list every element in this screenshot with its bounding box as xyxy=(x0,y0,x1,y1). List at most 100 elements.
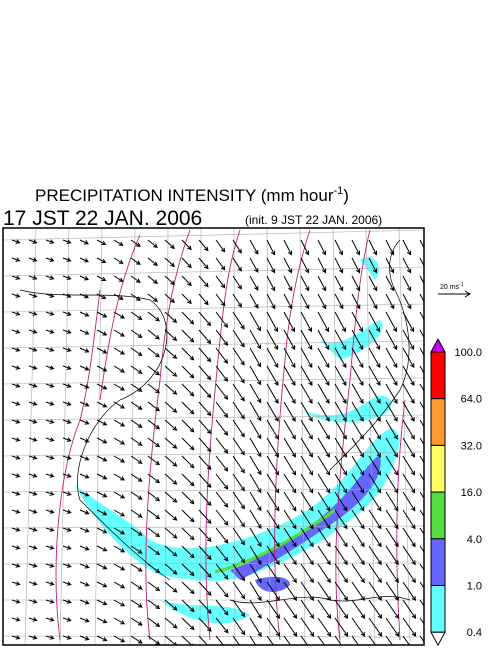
wind-arrow xyxy=(300,491,314,512)
wind-arrow xyxy=(147,365,160,376)
wind-arrow xyxy=(28,581,38,586)
wind-arrow xyxy=(11,455,21,460)
wind-arrow xyxy=(62,599,72,604)
wind-arrow xyxy=(215,563,229,580)
wind-arrow xyxy=(198,293,209,306)
wind-arrow xyxy=(300,347,313,369)
map-content xyxy=(3,228,424,645)
wind-arrow xyxy=(334,527,348,548)
wind-arrow xyxy=(96,419,108,426)
wind-arrow xyxy=(181,311,195,325)
wind-arrow xyxy=(402,437,415,458)
wind-arrow xyxy=(266,563,280,584)
wind-arrow xyxy=(130,455,143,464)
scale-arrowhead xyxy=(464,290,471,298)
init-time: (init. 9 JST 22 JAN. 2006) xyxy=(245,213,382,227)
wind-arrow xyxy=(164,545,178,557)
colorbar-label: 16.0 xyxy=(461,487,482,499)
wind-arrow xyxy=(266,383,279,404)
wind-arrow xyxy=(96,437,108,444)
wind-arrow xyxy=(215,437,229,454)
wind-arrow xyxy=(300,401,313,422)
wind-arrow xyxy=(300,599,315,619)
wind-arrow xyxy=(385,437,398,458)
wind-arrow xyxy=(11,563,21,568)
wind-arrow xyxy=(249,365,262,386)
wind-arrow xyxy=(249,581,262,602)
wind-arrow xyxy=(419,581,424,589)
wind-arrow xyxy=(317,599,332,619)
wind-arrow xyxy=(130,329,143,338)
wind-arrow xyxy=(113,329,125,337)
wind-arrow xyxy=(215,455,229,472)
wind-arrow xyxy=(113,581,126,589)
wind-arrow xyxy=(113,617,126,625)
wind-arrow xyxy=(249,455,262,476)
wind-arrow xyxy=(249,401,262,422)
grid-line xyxy=(3,303,424,313)
wind-arrow xyxy=(402,383,415,404)
wind-arrow xyxy=(232,527,246,546)
wind-arrow xyxy=(11,347,21,352)
wind-arrow xyxy=(147,545,161,556)
wind-arrow xyxy=(164,635,177,645)
wind-arrow xyxy=(113,365,126,373)
wind-arrow xyxy=(351,563,365,584)
wind-arrow xyxy=(164,401,178,413)
wind-arrow xyxy=(147,347,160,358)
wind-arrow xyxy=(385,581,399,602)
wind-arrow xyxy=(402,311,415,333)
wind-arrow xyxy=(334,365,347,387)
wind-arrow xyxy=(164,509,178,521)
wind-arrow xyxy=(28,563,38,568)
wind-arrow xyxy=(232,257,242,272)
wind-arrow xyxy=(130,617,143,626)
wind-arrow xyxy=(11,473,21,478)
wind-arrow xyxy=(334,401,347,422)
wind-arrow xyxy=(351,365,364,387)
wind-arrow xyxy=(266,311,279,333)
wind-arrow xyxy=(130,401,143,410)
wind-arrow xyxy=(181,545,195,559)
wind-arrow xyxy=(300,419,313,440)
wind-arrow xyxy=(317,455,331,476)
wind-arrow xyxy=(28,365,38,370)
wind-arrow xyxy=(266,581,280,602)
wind-arrow xyxy=(147,329,160,340)
wind-arrow xyxy=(402,491,416,512)
wind-arrow xyxy=(62,437,72,442)
wind-arrow xyxy=(96,617,108,624)
wind-arrow xyxy=(147,635,161,645)
wind-arrow xyxy=(419,635,424,643)
wind-arrow xyxy=(351,329,364,351)
wind-arrow xyxy=(113,563,126,571)
wind-arrow xyxy=(232,491,245,510)
wind-arrow xyxy=(249,275,259,291)
wind-arrow xyxy=(402,293,412,310)
wind-arrow xyxy=(215,491,229,508)
wind-arrow xyxy=(334,581,348,602)
wind-arrow xyxy=(249,635,257,645)
wind-arrow xyxy=(96,635,108,642)
wind-arrow xyxy=(402,329,415,351)
wind-arrow xyxy=(147,401,160,412)
wind-arrow xyxy=(164,473,178,485)
wind-arrow xyxy=(334,635,343,645)
wind-arrow xyxy=(232,581,246,600)
wind-arrow xyxy=(62,347,72,352)
wind-arrow xyxy=(130,311,143,321)
wind-arrow xyxy=(11,365,21,370)
wind-arrow xyxy=(198,347,212,363)
wind-arrow xyxy=(11,311,21,316)
wind-arrow xyxy=(249,599,262,620)
wind-arrow xyxy=(266,473,280,494)
wind-arrow xyxy=(419,365,424,375)
wind-arrow xyxy=(113,257,124,264)
wind-arrow xyxy=(28,383,38,388)
wind-arrow xyxy=(130,293,141,301)
wind-arrow xyxy=(130,383,143,392)
wind-arrow xyxy=(215,527,229,544)
wind-arrow xyxy=(11,239,21,244)
wind-arrow xyxy=(28,419,38,424)
wind-arrow xyxy=(113,293,124,300)
